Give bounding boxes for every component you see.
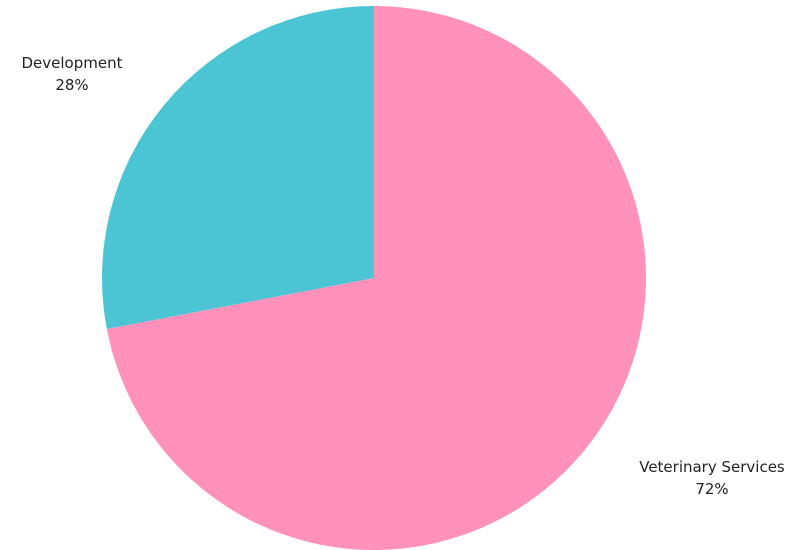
slice-label-name: Veterinary Services <box>639 458 785 476</box>
slice-label-percent: 28% <box>55 76 88 94</box>
slice-label-name: Development <box>22 54 123 72</box>
pie-labels: Veterinary Services 72% Development 28% <box>22 54 785 498</box>
pie-slice-development <box>102 6 374 329</box>
pie-slice-veterinary-services <box>106 6 647 550</box>
slice-label-percent: 72% <box>695 480 728 498</box>
pie-slices <box>102 6 647 550</box>
